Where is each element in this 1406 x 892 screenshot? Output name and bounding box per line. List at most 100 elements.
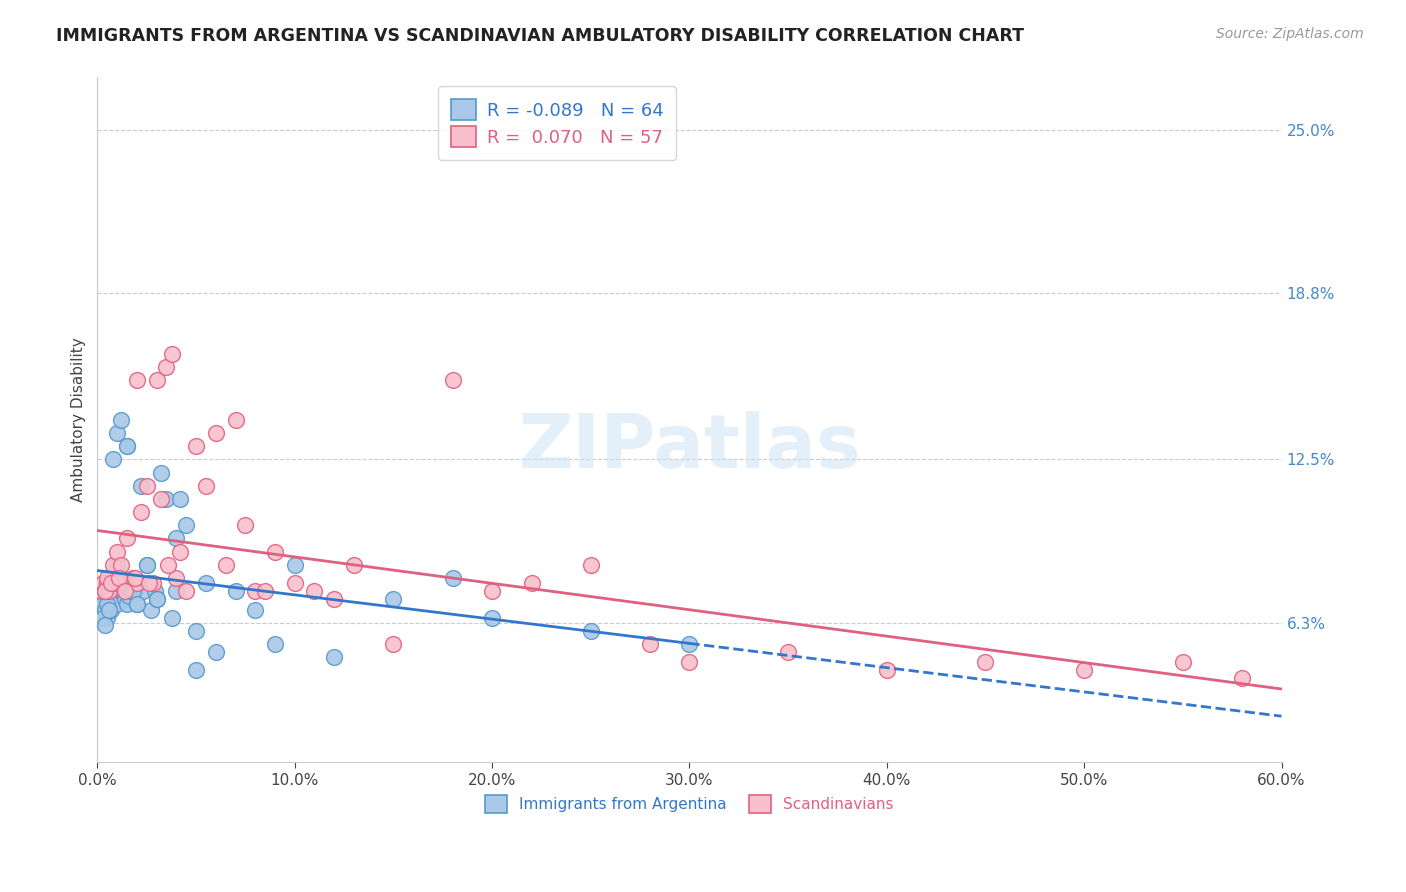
Point: [111, 584, 134, 599]
Point: [125, 598, 148, 612]
Point: [114, 592, 136, 607]
Text: ZIPatlas: ZIPatlas: [519, 411, 860, 483]
Point: [174, 518, 197, 533]
Point: [165, 532, 187, 546]
Point: [122, 571, 145, 585]
Point: [145, 373, 167, 387]
Point: [481, 610, 503, 624]
Point: [105, 544, 128, 558]
Point: [98, 602, 121, 616]
Point: [284, 558, 307, 572]
Point: [481, 584, 503, 599]
Point: [974, 656, 997, 670]
Point: [101, 584, 124, 599]
Point: [304, 584, 326, 599]
Point: [520, 576, 543, 591]
Point: [224, 584, 246, 599]
Point: [105, 558, 128, 572]
Point: [110, 571, 132, 585]
Point: [139, 602, 162, 616]
Point: [579, 624, 602, 638]
Point: [145, 592, 167, 607]
Point: [343, 558, 366, 572]
Point: [132, 584, 155, 599]
Point: [90, 592, 112, 607]
Point: [235, 518, 257, 533]
Point: [138, 576, 160, 591]
Point: [101, 558, 124, 572]
Point: [1230, 671, 1253, 685]
Point: [194, 576, 217, 591]
Point: [96, 571, 118, 585]
Point: [96, 576, 118, 591]
Point: [678, 656, 700, 670]
Point: [323, 592, 346, 607]
Point: [204, 645, 226, 659]
Legend: Immigrants from Argentina, Scandinavians: Immigrants from Argentina, Scandinavians: [475, 784, 904, 823]
Point: [169, 544, 191, 558]
Point: [124, 571, 146, 585]
Point: [90, 584, 112, 599]
Point: [184, 663, 207, 677]
Point: [204, 426, 226, 441]
Point: [678, 637, 700, 651]
Point: [284, 576, 307, 591]
Point: [441, 571, 464, 585]
Point: [110, 584, 132, 599]
Point: [441, 373, 464, 387]
Point: [155, 491, 177, 506]
Point: [125, 576, 148, 591]
Text: IMMIGRANTS FROM ARGENTINA VS SCANDINAVIAN AMBULATORY DISABILITY CORRELATION CHAR: IMMIGRANTS FROM ARGENTINA VS SCANDINAVIA…: [56, 27, 1024, 45]
Point: [778, 645, 800, 659]
Point: [165, 571, 187, 585]
Point: [96, 610, 118, 624]
Point: [149, 466, 172, 480]
Point: [129, 479, 152, 493]
Point: [110, 413, 132, 427]
Point: [96, 598, 118, 612]
Point: [142, 576, 165, 591]
Point: [108, 571, 131, 585]
Point: [115, 532, 138, 546]
Point: [110, 558, 132, 572]
Point: [91, 598, 114, 612]
Point: [162, 347, 184, 361]
Point: [101, 452, 124, 467]
Point: [98, 584, 121, 599]
Point: [94, 602, 117, 616]
Point: [323, 650, 346, 665]
Point: [129, 505, 152, 519]
Point: [118, 590, 141, 604]
Point: [115, 439, 138, 453]
Y-axis label: Ambulatory Disability: Ambulatory Disability: [72, 337, 86, 502]
Point: [245, 584, 267, 599]
Point: [122, 576, 145, 591]
Point: [108, 576, 131, 591]
Point: [105, 598, 128, 612]
Point: [128, 576, 150, 591]
Point: [135, 558, 157, 572]
Point: [382, 637, 405, 651]
Point: [125, 373, 148, 387]
Point: [91, 576, 114, 591]
Point: [100, 602, 122, 616]
Point: [1073, 663, 1095, 677]
Point: [96, 584, 118, 599]
Point: [114, 584, 136, 599]
Point: [638, 637, 661, 651]
Point: [224, 413, 246, 427]
Point: [184, 624, 207, 638]
Point: [124, 584, 146, 599]
Point: [169, 491, 191, 506]
Point: [1171, 656, 1194, 670]
Point: [98, 598, 121, 612]
Point: [135, 558, 157, 572]
Point: [94, 584, 117, 599]
Point: [115, 598, 138, 612]
Point: [245, 602, 267, 616]
Point: [264, 637, 287, 651]
Point: [104, 576, 127, 591]
Point: [120, 584, 142, 599]
Point: [184, 439, 207, 453]
Point: [105, 426, 128, 441]
